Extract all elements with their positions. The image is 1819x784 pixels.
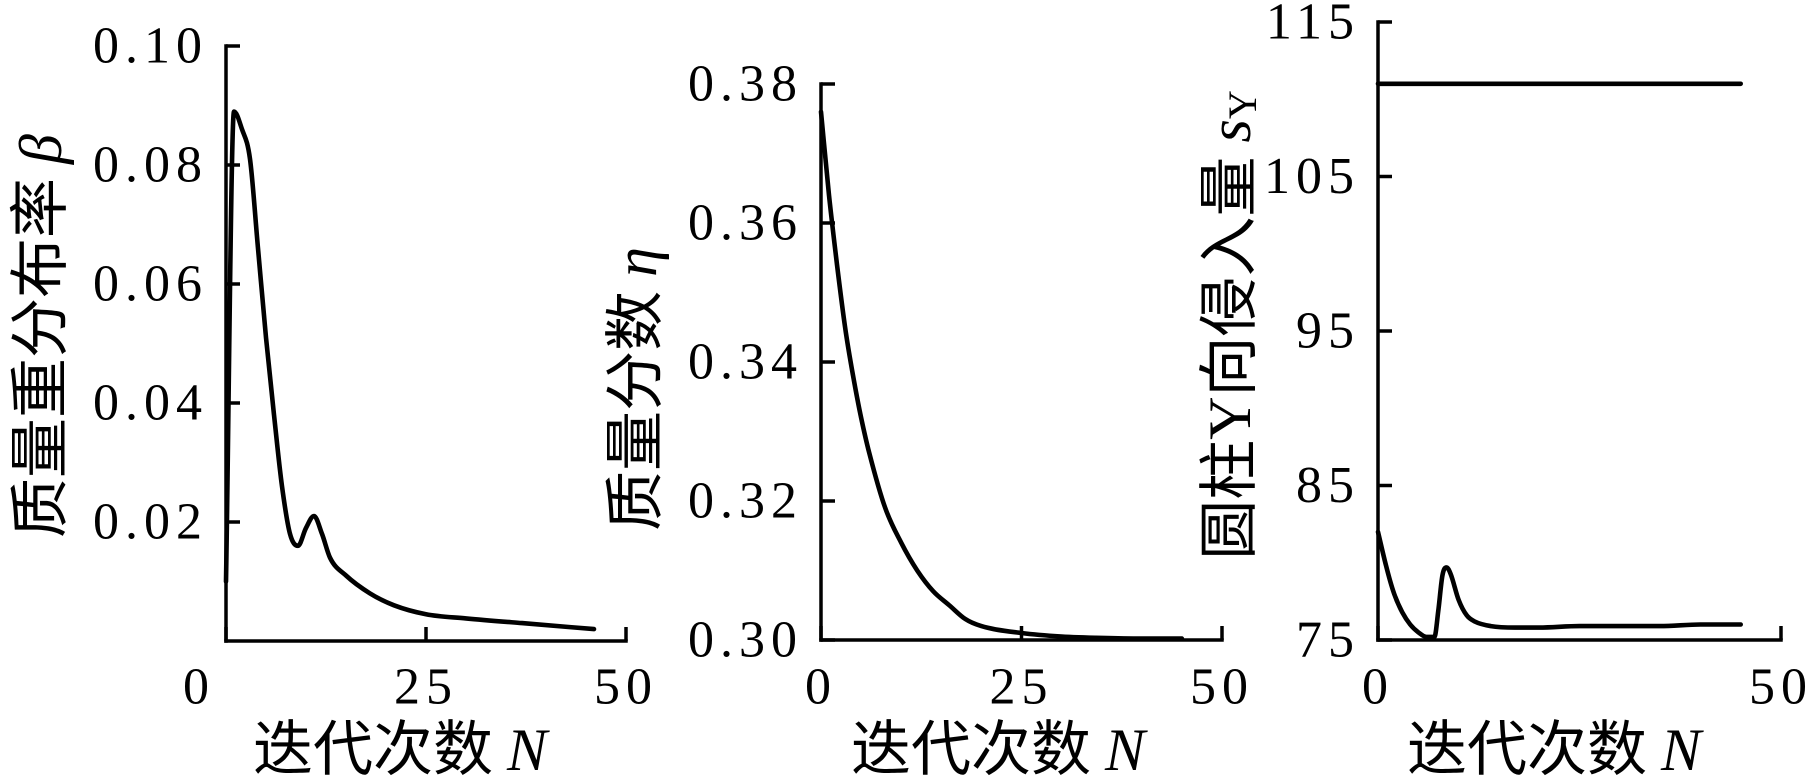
y-tick-label: 0.30 (688, 612, 803, 669)
y-axis-label-symbol: β (8, 134, 74, 165)
y-tick-label: 105 (1264, 148, 1360, 205)
y-tick-label: 0.08 (93, 137, 208, 194)
x-axis-label-text: 迭代次数 (1407, 717, 1647, 783)
y-axis-label-subscript: Y (1220, 90, 1265, 119)
x-tick-label: 50 (1190, 659, 1254, 716)
y-tick-label: 75 (1296, 612, 1360, 669)
y-axis-label: 圆柱Y向侵入量 sY (1197, 90, 1265, 560)
y-axis-label-text: 质量重分布率 (8, 178, 74, 538)
y-tick-label: 0.32 (688, 473, 803, 530)
y-tick-label: 95 (1296, 303, 1360, 360)
y-tick-label: 115 (1266, 0, 1360, 51)
x-axis-label: 迭代次数 N (851, 717, 1148, 783)
x-axis-label: 迭代次数 N (253, 717, 550, 783)
y-tick-label: 0.34 (688, 334, 803, 391)
chart-panel-3: 75 85 95 105 115 0 50 圆柱Y向侵入量 sY 迭代次数 N (1197, 0, 1813, 783)
x-tick-label: 0 (183, 659, 215, 716)
series-line-1 (818, 109, 1185, 641)
y-tick-label: 0.02 (93, 494, 208, 551)
y-axis-label: 质量分数 η (603, 247, 669, 531)
y-tick-label: 0.04 (93, 375, 208, 432)
x-axis-label-symbol: N (506, 717, 550, 783)
series-line-1 (223, 109, 597, 632)
y-axis-label-symbol: η (603, 247, 669, 277)
x-axis-label-symbol: N (1104, 717, 1148, 783)
x-tick-label: 50 (594, 659, 658, 716)
y-axis-label-symbol: s (1197, 119, 1263, 142)
series-line-2 (1375, 529, 1743, 640)
y-tick-label: 0.38 (688, 56, 803, 113)
x-tick-label: 50 (1749, 659, 1813, 716)
chart-panel-1: 0.02 0.04 0.06 0.08 0.10 0 25 50 质量重分布率 β 迭代次数 N (8, 18, 658, 784)
x-axis-label: 迭代次数 N (1407, 717, 1704, 783)
x-axis-label-text: 迭代次数 (851, 717, 1091, 783)
y-tick-label: 0.06 (93, 256, 208, 313)
chart-panel-2: 0.30 0.32 0.34 0.36 0.38 0 25 50 质量分数 η 迭代次数 N (603, 56, 1254, 784)
x-axis-label-text: 迭代次数 (253, 717, 493, 783)
x-tick-label: 25 (990, 659, 1054, 716)
x-tick-label: 0 (1362, 659, 1394, 716)
y-axis-label: 质量重分布率 β (8, 134, 74, 538)
y-axis-label-text: 圆柱Y向侵入量 (1197, 156, 1263, 559)
x-tick-label: 0 (805, 659, 837, 716)
x-axis-label-symbol: N (1660, 717, 1704, 783)
y-axis-label-text: 质量分数 (603, 291, 669, 531)
y-tick-label: 85 (1296, 457, 1360, 514)
y-tick-label: 0.36 (688, 195, 803, 252)
y-tick-label: 0.10 (93, 18, 208, 75)
x-tick-label: 25 (394, 659, 458, 716)
